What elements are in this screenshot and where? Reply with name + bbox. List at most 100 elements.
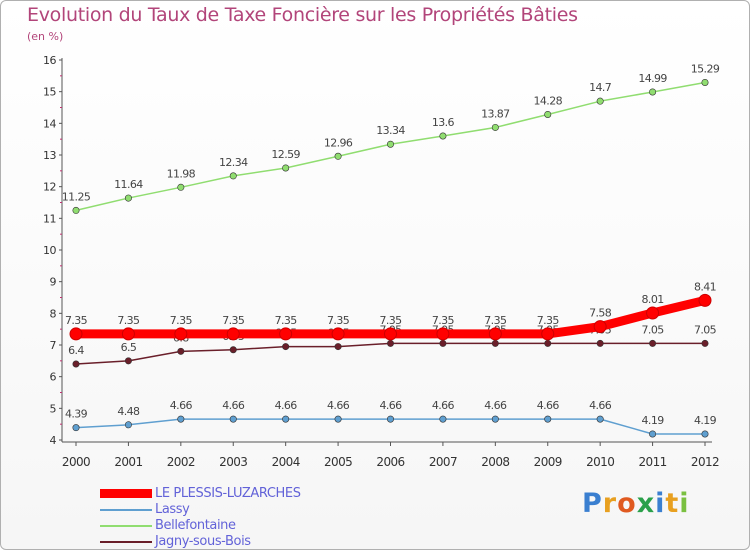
data-point-le-plessis-luzarches: [593, 320, 607, 334]
data-label-le-plessis-luzarches: 7.35: [432, 314, 455, 327]
data-label-lassy: 4.48: [117, 405, 140, 418]
y-axis-unit-label: (en %): [27, 30, 64, 43]
data-label-jagny-sous-bois: 7.05: [642, 323, 665, 336]
logo-letter: i: [655, 488, 666, 519]
x-tick-label: 2012: [691, 455, 719, 469]
data-label-jagny-sous-bois: 6.4: [68, 344, 84, 357]
data-point-bellefontaine: [229, 172, 237, 180]
data-point-lassy: [72, 424, 80, 432]
data-label-lassy: 4.66: [379, 399, 402, 412]
data-label-lassy: 4.19: [694, 414, 717, 427]
y-tick-label: 14: [43, 117, 56, 130]
x-tick-label: 2010: [586, 455, 614, 469]
legend-swatch: [100, 489, 152, 498]
data-point-jagny-sous-bois: [72, 360, 80, 368]
data-label-lassy: 4.66: [589, 399, 612, 412]
data-point-le-plessis-luzarches: [226, 327, 240, 341]
x-tick-label: 2007: [429, 455, 457, 469]
data-label-bellefontaine: 13.34: [376, 124, 405, 137]
logo-letter: o: [617, 488, 637, 519]
logo-letter: P: [582, 488, 603, 519]
y-tick-label: 5: [50, 402, 57, 415]
data-label-le-plessis-luzarches: 7.35: [379, 314, 402, 327]
data-point-lassy: [124, 421, 132, 429]
x-tick-label: 2011: [639, 455, 667, 469]
x-tick-label: 2009: [534, 455, 562, 469]
legend-swatch: [100, 525, 152, 527]
data-point-bellefontaine: [334, 152, 342, 160]
x-tick-label: 2000: [62, 455, 90, 469]
x-tick-label: 2008: [481, 455, 509, 469]
data-label-lassy: 4.66: [170, 399, 193, 412]
x-tick-label: 2002: [167, 455, 195, 469]
data-label-le-plessis-luzarches: 7.58: [589, 307, 612, 320]
data-point-bellefontaine: [177, 183, 185, 191]
data-point-le-plessis-luzarches: [541, 327, 555, 341]
data-label-lassy: 4.66: [222, 399, 245, 412]
data-label-bellefontaine: 14.7: [589, 81, 612, 94]
data-point-lassy: [282, 415, 290, 423]
data-label-bellefontaine: 15.29: [691, 62, 720, 75]
data-point-jagny-sous-bois: [386, 339, 394, 347]
data-point-jagny-sous-bois: [596, 339, 604, 347]
data-label-le-plessis-luzarches: 7.35: [222, 314, 245, 327]
logo-letter: x: [636, 488, 656, 519]
data-label-jagny-sous-bois: 6.5: [121, 341, 137, 354]
data-point-lassy: [439, 415, 447, 423]
data-point-le-plessis-luzarches: [488, 327, 502, 341]
data-point-le-plessis-luzarches: [436, 327, 450, 341]
logo-letter: r: [602, 488, 618, 519]
legend-label: Bellefontaine: [155, 518, 236, 533]
data-label-bellefontaine: 13.87: [481, 107, 510, 120]
legend-label: Jagny-sous-Bois: [155, 534, 251, 549]
data-point-lassy: [229, 415, 237, 423]
data-label-lassy: 4.19: [642, 414, 665, 427]
x-tick-label: 2004: [272, 455, 300, 469]
data-point-jagny-sous-bois: [334, 343, 342, 351]
x-tick-label: 2003: [219, 455, 247, 469]
data-point-jagny-sous-bois: [177, 347, 185, 355]
data-label-le-plessis-luzarches: 7.35: [170, 314, 193, 327]
data-label-le-plessis-luzarches: 7.35: [65, 314, 88, 327]
y-tick-label: 16: [43, 54, 56, 67]
data-point-bellefontaine: [649, 88, 657, 96]
data-label-le-plessis-luzarches: 8.01: [642, 293, 664, 306]
data-point-bellefontaine: [72, 206, 80, 214]
data-label-bellefontaine: 12.96: [324, 136, 353, 149]
logo-letter: i: [679, 488, 690, 519]
data-point-le-plessis-luzarches: [121, 327, 135, 341]
data-point-bellefontaine: [701, 78, 709, 86]
data-point-jagny-sous-bois: [229, 346, 237, 354]
x-tick-label: 2005: [324, 455, 352, 469]
data-label-lassy: 4.66: [537, 399, 560, 412]
y-tick-label: 6: [50, 371, 57, 384]
y-tick-label: 13: [43, 149, 56, 162]
data-label-lassy: 4.66: [327, 399, 350, 412]
data-point-jagny-sous-bois: [439, 339, 447, 347]
y-tick-label: 9: [50, 276, 57, 289]
data-point-jagny-sous-bois: [544, 339, 552, 347]
data-point-le-plessis-luzarches: [69, 327, 83, 341]
legend-label: LE PLESSIS-LUZARCHES: [155, 486, 301, 501]
data-point-jagny-sous-bois: [491, 339, 499, 347]
data-label-bellefontaine: 14.99: [638, 72, 667, 85]
data-label-bellefontaine: 13.6: [432, 116, 455, 129]
data-point-jagny-sous-bois: [282, 343, 290, 351]
data-label-bellefontaine: 12.34: [219, 156, 248, 169]
y-tick-label: 12: [43, 181, 56, 194]
y-tick-label: 10: [43, 244, 56, 257]
data-label-jagny-sous-bois: 7.05: [694, 323, 717, 336]
data-point-lassy: [177, 415, 185, 423]
data-point-jagny-sous-bois: [649, 339, 657, 347]
legend-label: Lassy: [155, 502, 190, 517]
data-point-bellefontaine: [596, 97, 604, 105]
data-point-lassy: [596, 415, 604, 423]
data-point-le-plessis-luzarches: [384, 327, 397, 341]
legend-swatch: [100, 541, 152, 543]
chart-title: Evolution du Taux de Taxe Foncière sur l…: [27, 4, 578, 26]
x-tick-label: 2006: [376, 455, 404, 469]
y-tick-label: 4: [50, 434, 57, 447]
data-point-jagny-sous-bois: [701, 339, 709, 347]
legend-swatch: [100, 509, 152, 511]
